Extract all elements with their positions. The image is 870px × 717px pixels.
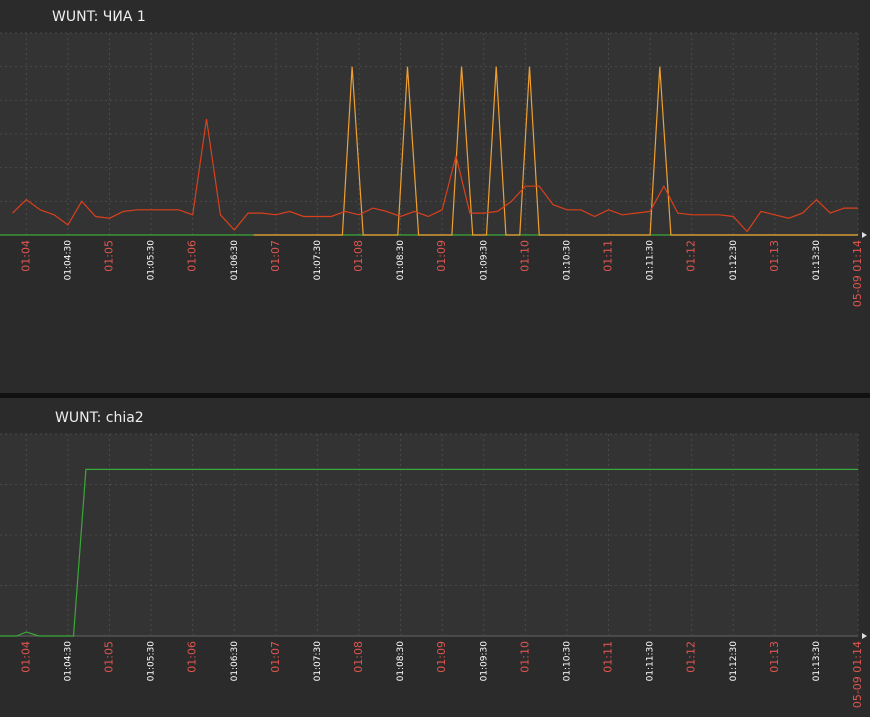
x-tick-label: 01:06 [186, 641, 199, 673]
x-tick-label: 01:11 [602, 641, 615, 673]
x-tick-label: 01:09:30 [479, 240, 489, 281]
series-line [12, 118, 858, 233]
x-tick-label: 01:12 [685, 240, 698, 272]
x-tick-label: 01:13:30 [812, 240, 822, 281]
x-tick-label: 01:07 [269, 240, 282, 272]
x-tick-label: 01:06:30 [230, 641, 240, 682]
x-tick-label: 01:04:30 [63, 240, 73, 281]
x-tick-label: 01:06:30 [230, 240, 240, 281]
plot-area [0, 33, 858, 235]
x-tick-label: 01:12 [685, 641, 698, 673]
x-tick-label: 01:07:30 [313, 641, 323, 682]
x-tick-label: 01:04 [19, 641, 32, 673]
x-tick-label: 01:11 [602, 240, 615, 272]
x-tick-label: 01:05:30 [147, 641, 157, 682]
x-tick-label: 01:08 [352, 641, 365, 673]
x-tick-label: 01:09 [435, 240, 448, 272]
x-tick-label: 05-09 01:14 [851, 240, 864, 307]
x-tick-label: 01:08 [352, 240, 365, 272]
x-tick-label: 01:12:30 [729, 240, 739, 281]
x-tick-label: 01:13 [768, 641, 781, 673]
x-tick-label: 01:04 [19, 240, 32, 272]
chart-title: WUNT: chia2 [55, 410, 144, 426]
x-tick-label: 01:04:30 [63, 641, 73, 682]
x-tick-label: 01:07:30 [313, 240, 323, 281]
x-tick-label: 01:13:30 [812, 641, 822, 682]
x-tick-label: 01:05 [103, 641, 116, 673]
axis-arrow [862, 633, 867, 639]
plot-area [0, 434, 858, 636]
x-tick-label: 01:08:30 [396, 240, 406, 281]
x-tick-label: 01:07 [269, 641, 282, 673]
series-line [0, 468, 858, 637]
x-tick-label: 05-09 01:14 [851, 641, 864, 708]
x-tick-label: 01:09:30 [479, 641, 489, 682]
x-tick-label: 01:09 [435, 641, 448, 673]
x-tick-label: 01:11:30 [646, 641, 656, 682]
separator [0, 393, 870, 398]
x-tick-label: 01:10:30 [562, 240, 572, 281]
x-tick-label: 01:10:30 [562, 641, 572, 682]
x-tick-label: 01:05 [103, 240, 116, 272]
x-tick-label: 01:10 [518, 641, 531, 673]
x-tick-label: 01:08:30 [396, 641, 406, 682]
x-tick-label: 01:11:30 [646, 240, 656, 281]
x-tick-label: 01:13 [768, 240, 781, 272]
series-line [253, 66, 858, 236]
x-tick-label: 01:12:30 [729, 641, 739, 682]
x-tick-label: 01:10 [518, 240, 531, 272]
axis-arrow [862, 232, 867, 238]
x-tick-label: 01:05:30 [147, 240, 157, 281]
chart-title: WUNT: ЧИА 1 [52, 9, 146, 25]
x-tick-label: 01:06 [186, 240, 199, 272]
